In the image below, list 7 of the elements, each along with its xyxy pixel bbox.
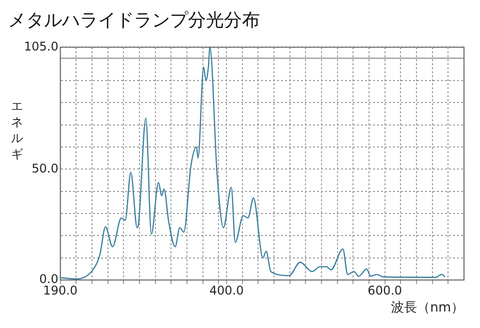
x-axis-title: 波長（nm） <box>391 300 464 316</box>
y-axis-title: エネルギ <box>10 98 24 162</box>
chart-title: メタルハライドランプ分光分布 <box>8 9 261 33</box>
y-tick-label: 105.0 <box>24 39 58 54</box>
y-tick-label: 50.0 <box>32 161 58 176</box>
x-tick-label: 400.0 <box>209 283 244 298</box>
x-tick-label: 600.0 <box>368 283 402 298</box>
